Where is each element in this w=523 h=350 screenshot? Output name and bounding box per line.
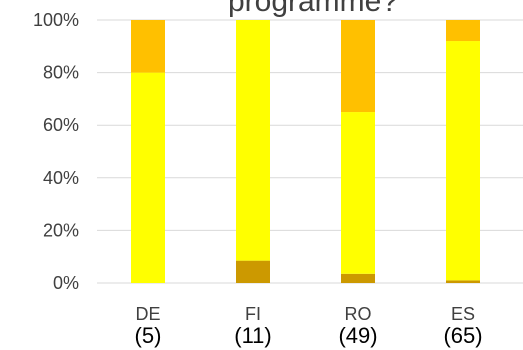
y-axis-tick-labels: 0% 20% 40% 60% 80% 100% [33,10,79,293]
category-count-de: (5) [135,323,162,348]
bar-segment-fi-0 [236,260,270,283]
bar-segment-de-1 [131,72,165,283]
y-tick-label: 80% [43,63,79,83]
bar-segment-de-2 [131,20,165,73]
y-tick-label: 0% [53,273,79,293]
bar-segment-ro-1 [341,112,375,274]
bar-segment-es-2 [446,20,480,42]
x-axis-category-labels: DE(5) FI(11) RO(49) ES(65) [135,304,483,348]
chart-title: programme? [228,0,398,18]
category-count-es: (65) [443,323,482,348]
bar-segment-es-1 [446,41,480,281]
bar-segment-es-0 [446,280,480,283]
y-tick-label: 60% [43,115,79,135]
bar-segment-fi-1 [236,20,270,261]
category-label-de: DE [135,304,160,324]
category-label-fi: FI [245,304,261,324]
y-tick-label: 100% [33,10,79,30]
bars [131,20,480,283]
y-tick-label: 40% [43,168,79,188]
y-tick-label: 20% [43,220,79,240]
bar-segment-ro-0 [341,273,375,283]
category-label-es: ES [451,304,475,324]
bar-segment-ro-2 [341,20,375,113]
category-count-fi: (11) [234,323,272,348]
category-label-ro: RO [345,304,372,324]
category-count-ro: (49) [338,323,377,348]
